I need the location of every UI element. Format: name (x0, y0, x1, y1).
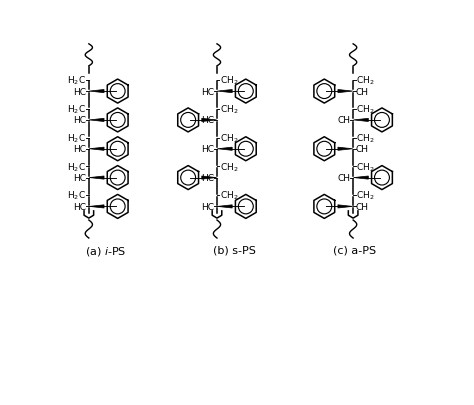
Text: HC: HC (73, 87, 86, 96)
Text: HC: HC (201, 174, 214, 183)
Text: CH$_2$: CH$_2$ (356, 103, 374, 116)
Polygon shape (338, 205, 353, 209)
Text: HC: HC (201, 202, 214, 211)
Polygon shape (202, 177, 217, 180)
Text: H$_2$C: H$_2$C (67, 132, 86, 145)
Polygon shape (218, 148, 232, 151)
Polygon shape (89, 90, 104, 94)
Text: CH$_2$: CH$_2$ (356, 161, 374, 173)
Text: HC: HC (201, 145, 214, 154)
Text: CH: CH (356, 145, 369, 154)
Text: H$_2$C: H$_2$C (67, 190, 86, 202)
Text: CH$_2$: CH$_2$ (220, 190, 238, 202)
Text: CH$_2$: CH$_2$ (356, 132, 374, 145)
Text: H$_2$C: H$_2$C (67, 75, 86, 87)
Text: CH$_2$: CH$_2$ (220, 75, 238, 87)
Polygon shape (202, 119, 217, 122)
Polygon shape (338, 90, 353, 94)
Text: CH$_2$: CH$_2$ (356, 75, 374, 87)
Text: CH$_2$: CH$_2$ (220, 132, 238, 145)
Polygon shape (89, 119, 104, 122)
Text: H$_2$C: H$_2$C (67, 103, 86, 116)
Text: HC: HC (201, 116, 214, 125)
Text: (a) $i$-PS: (a) $i$-PS (85, 245, 126, 258)
Text: CH$_2$: CH$_2$ (220, 161, 238, 173)
Text: CH: CH (356, 202, 369, 211)
Text: HC: HC (73, 174, 86, 183)
Text: (b) s-PS: (b) s-PS (213, 245, 256, 254)
Polygon shape (354, 119, 368, 122)
Polygon shape (218, 205, 232, 209)
Polygon shape (89, 148, 104, 151)
Polygon shape (218, 90, 232, 94)
Text: (c) a-PS: (c) a-PS (333, 245, 376, 254)
Text: HC: HC (73, 116, 86, 125)
Text: CH$_2$: CH$_2$ (356, 190, 374, 202)
Text: HC: HC (73, 145, 86, 154)
Text: CH: CH (356, 87, 369, 96)
Polygon shape (89, 205, 104, 209)
Text: CH$_2$: CH$_2$ (220, 103, 238, 116)
Text: HC: HC (73, 202, 86, 211)
Text: H$_2$C: H$_2$C (67, 161, 86, 173)
Polygon shape (89, 177, 104, 180)
Text: CH: CH (337, 116, 350, 125)
Polygon shape (338, 148, 353, 151)
Text: CH: CH (337, 174, 350, 183)
Polygon shape (354, 177, 368, 180)
Text: HC: HC (201, 87, 214, 96)
